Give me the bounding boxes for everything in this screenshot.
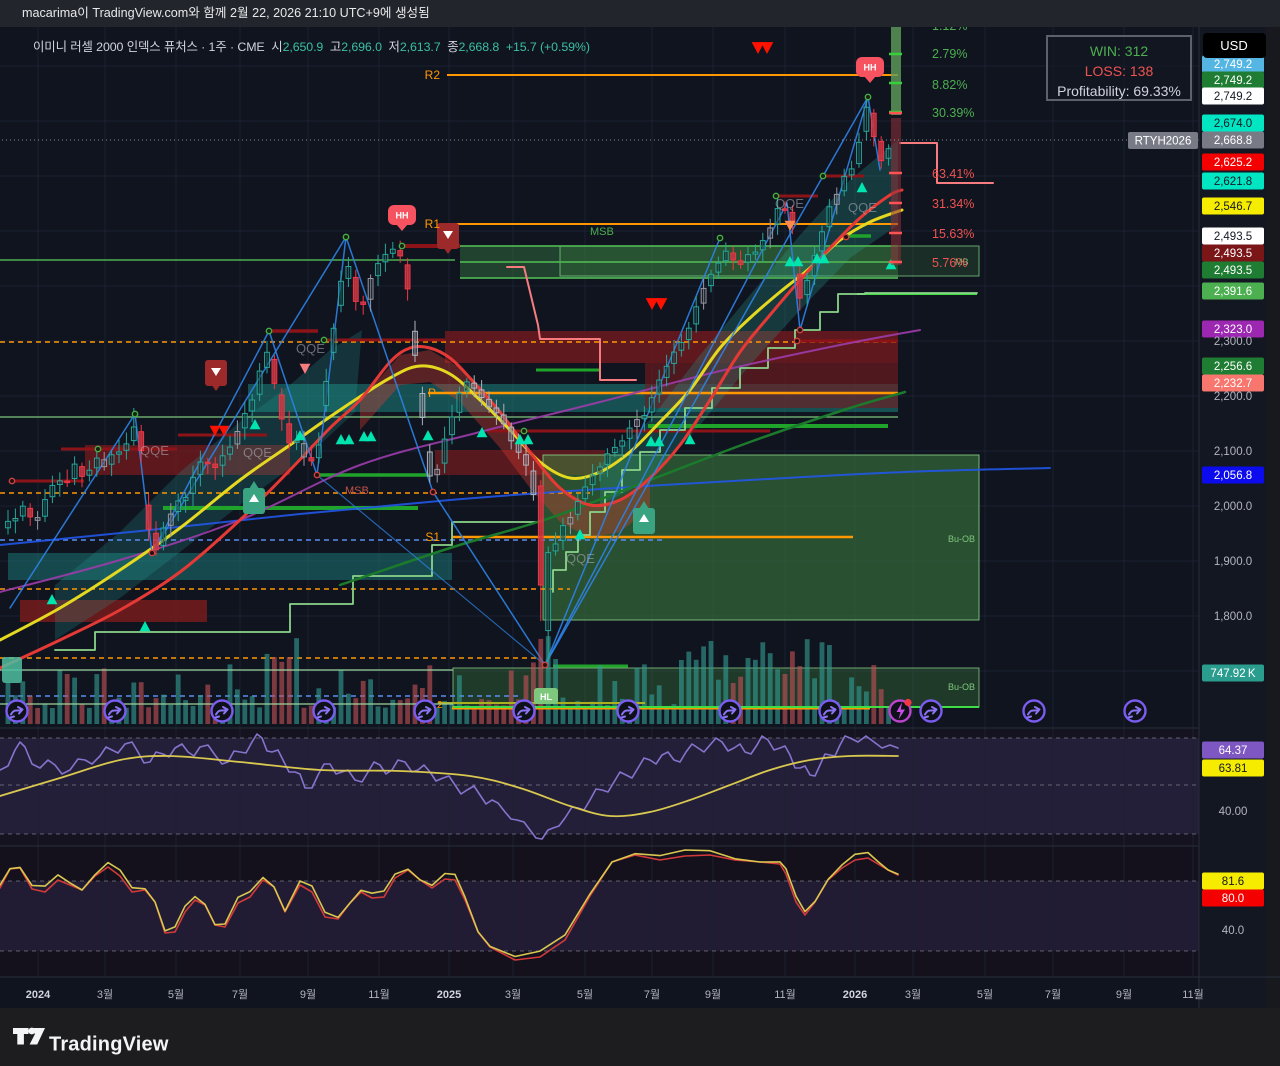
svg-text:HH: HH	[864, 63, 877, 73]
svg-text:5월: 5월	[977, 988, 993, 1001]
svg-text:3월: 3월	[97, 988, 113, 1001]
svg-text:9월: 9월	[1116, 988, 1132, 1001]
svg-text:2,256.6: 2,256.6	[1214, 361, 1252, 373]
svg-text:11월: 11월	[774, 988, 796, 1001]
svg-text:30.39%: 30.39%	[932, 106, 974, 120]
svg-text:MSB: MSB	[590, 226, 614, 238]
svg-text:2,749.2: 2,749.2	[1214, 75, 1252, 87]
svg-text:MSB: MSB	[345, 485, 369, 497]
svg-text:2,625.2: 2,625.2	[1214, 157, 1252, 169]
svg-text:HL: HL	[540, 692, 552, 702]
svg-text:R2: R2	[425, 68, 441, 82]
svg-text:R1: R1	[425, 217, 441, 231]
svg-text:63.81: 63.81	[1219, 763, 1248, 775]
svg-text:2.79%: 2.79%	[932, 47, 967, 61]
svg-text:64.37: 64.37	[1219, 745, 1248, 757]
svg-text:1,900.0: 1,900.0	[1214, 556, 1252, 568]
svg-text:TradingView: TradingView	[49, 1034, 169, 1056]
svg-text:MB: MB	[955, 257, 969, 267]
svg-text:P: P	[428, 386, 436, 400]
svg-text:40.00: 40.00	[1219, 806, 1248, 818]
svg-text:2,391.6: 2,391.6	[1214, 286, 1252, 298]
svg-text:1,800.0: 1,800.0	[1214, 611, 1252, 623]
svg-text:2,749.2: 2,749.2	[1214, 91, 1252, 103]
svg-text:QQE: QQE	[296, 341, 325, 356]
svg-text:2,200.0: 2,200.0	[1214, 391, 1252, 403]
svg-text:81.6: 81.6	[1222, 876, 1244, 888]
svg-text:2,300.0: 2,300.0	[1214, 336, 1252, 348]
svg-text:2: 2	[437, 700, 443, 711]
svg-text:80.0: 80.0	[1222, 893, 1244, 905]
svg-text:8.82%: 8.82%	[932, 78, 967, 92]
svg-text:S1: S1	[425, 530, 440, 544]
svg-text:2,749.2: 2,749.2	[1214, 59, 1252, 71]
svg-text:QQE: QQE	[848, 200, 877, 215]
svg-text:2,232.7: 2,232.7	[1214, 378, 1252, 390]
svg-text:2,493.5: 2,493.5	[1214, 265, 1252, 277]
svg-text:RTYH2026: RTYH2026	[1135, 136, 1192, 148]
svg-text:HH: HH	[396, 211, 409, 221]
svg-text:3월: 3월	[905, 988, 921, 1001]
svg-text:9월: 9월	[300, 988, 316, 1001]
svg-text:2,323.0: 2,323.0	[1214, 324, 1252, 336]
svg-text:7월: 7월	[644, 988, 660, 1001]
svg-text:2,100.0: 2,100.0	[1214, 446, 1252, 458]
svg-text:2,493.5: 2,493.5	[1214, 248, 1252, 260]
svg-text:3월: 3월	[505, 988, 521, 1001]
svg-text:9월: 9월	[705, 988, 721, 1001]
svg-text:31.34%: 31.34%	[932, 197, 974, 211]
svg-text:747.92 K: 747.92 K	[1210, 668, 1255, 680]
svg-text:2,000.0: 2,000.0	[1214, 501, 1252, 513]
svg-text:Bu-OB: Bu-OB	[948, 534, 975, 544]
svg-text:63.41%: 63.41%	[932, 167, 974, 181]
svg-text:5월: 5월	[577, 988, 593, 1001]
svg-text:QQE: QQE	[775, 196, 804, 211]
svg-text:2,621.8: 2,621.8	[1214, 176, 1252, 188]
svg-text:QQE: QQE	[566, 551, 595, 566]
svg-text:USD: USD	[1220, 38, 1247, 53]
svg-text:2,546.7: 2,546.7	[1214, 201, 1252, 213]
svg-text:5.76%: 5.76%	[932, 256, 967, 270]
svg-text:7월: 7월	[1045, 988, 1061, 1001]
svg-text:11월: 11월	[1182, 988, 1204, 1001]
svg-text:Bu-OB: Bu-OB	[948, 682, 975, 692]
svg-text:2,493.5: 2,493.5	[1214, 231, 1252, 243]
svg-text:2,674.0: 2,674.0	[1214, 118, 1252, 130]
svg-text:2,668.8: 2,668.8	[1214, 135, 1252, 147]
svg-text:2025: 2025	[437, 989, 461, 1001]
svg-text:2024: 2024	[26, 989, 51, 1001]
svg-text:QQE: QQE	[243, 445, 272, 460]
svg-text:QQE: QQE	[140, 443, 169, 458]
svg-text:2026: 2026	[843, 989, 867, 1001]
svg-text:40.0: 40.0	[1222, 925, 1244, 937]
svg-text:5월: 5월	[168, 988, 184, 1001]
svg-text:2,056.8: 2,056.8	[1214, 470, 1252, 482]
svg-text:7월: 7월	[232, 988, 248, 1001]
svg-text:15.63%: 15.63%	[932, 227, 974, 241]
svg-text:11월: 11월	[368, 988, 390, 1001]
